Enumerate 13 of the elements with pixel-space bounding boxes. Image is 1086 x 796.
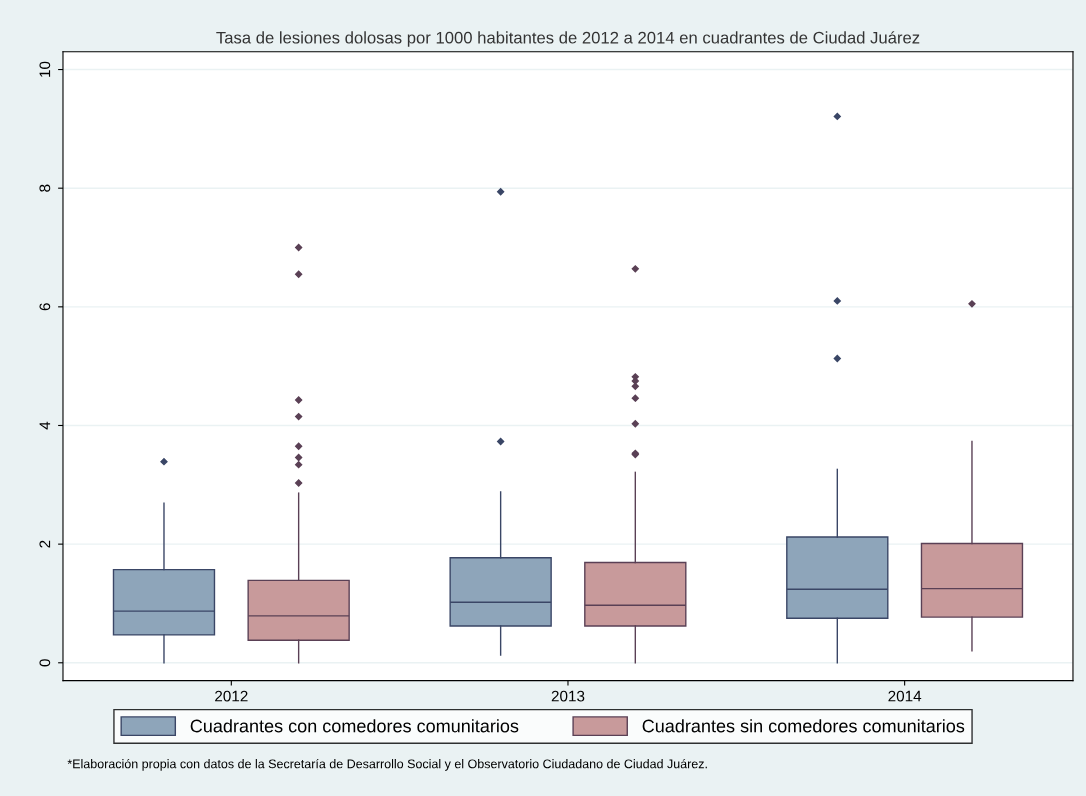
y-tick-label: 2 bbox=[39, 540, 51, 548]
chart-title: Tasa de lesiones dolosas por 1000 habitantes de 2012 a 2014 en cuadrantes de Ciudad Juárez bbox=[216, 31, 920, 47]
x-tick-label: 2012 bbox=[215, 690, 248, 702]
text: *Elaboración propia con datos de la Secretaría de Desarrollo Social y el Observatorio Ciudadano de Ciudad Juárez. bbox=[67, 758, 707, 771]
legend-label: Cuadrantes sin comedores comunitarios bbox=[642, 719, 965, 733]
y-tick-label: 8 bbox=[39, 184, 51, 192]
legend-label: Cuadrantes con comedores comunitarios bbox=[190, 719, 519, 733]
y-tick-label: 4 bbox=[39, 421, 51, 430]
x-tick-label: 2014 bbox=[888, 690, 922, 702]
x-tick-label: 2013 bbox=[551, 690, 585, 702]
y-tick-label: 6 bbox=[39, 303, 51, 311]
y-tick-label: 10 bbox=[39, 61, 51, 77]
y-tick-label: 0 bbox=[39, 659, 51, 667]
